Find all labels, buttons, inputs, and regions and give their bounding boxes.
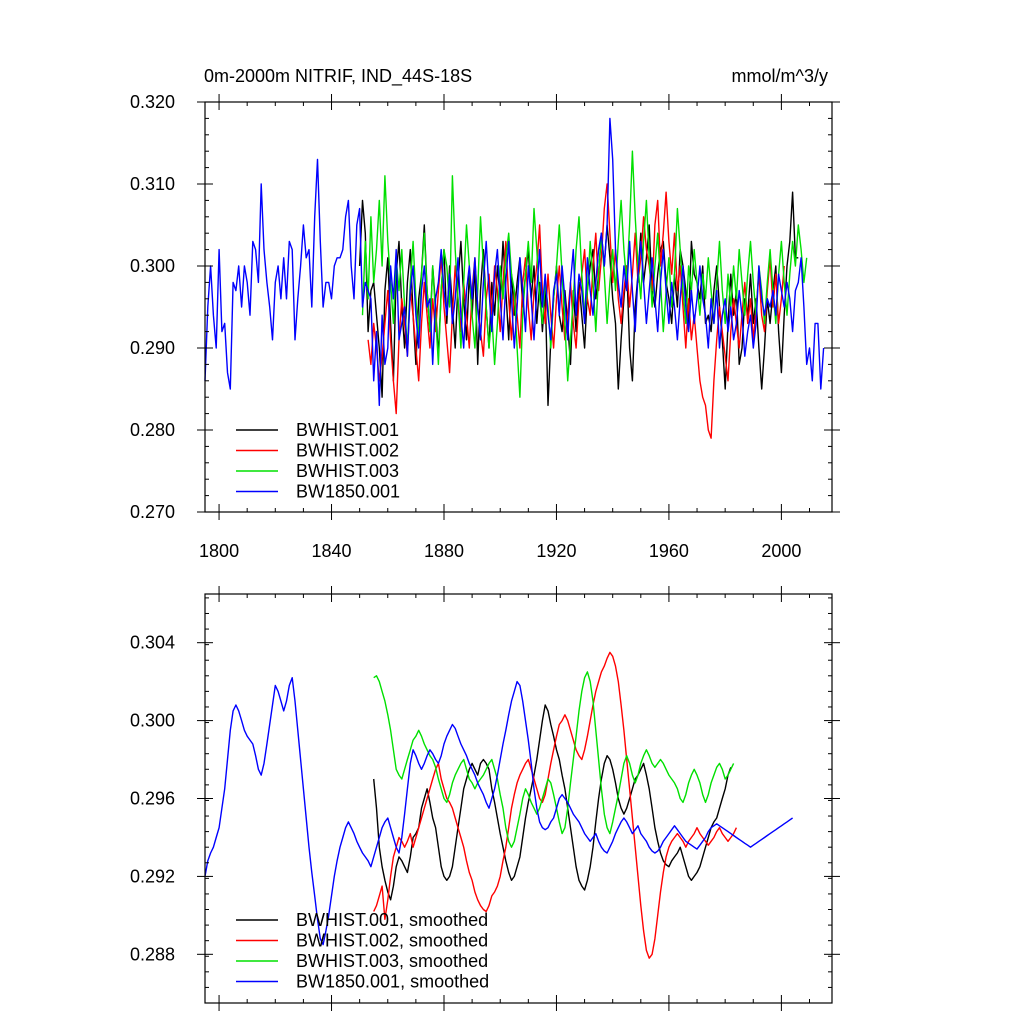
y-tick-label: 0.296 bbox=[130, 789, 175, 809]
y-tick-label: 0.270 bbox=[130, 502, 175, 522]
top-axes: 1800 1840 1880 1920 1960 2000 0.270 0.280 0.290 0… bbox=[130, 92, 840, 561]
x-tick-label: 1880 bbox=[424, 541, 464, 561]
series-line-1 bbox=[373, 704, 732, 901]
legend-label: BW1850.001 bbox=[296, 482, 400, 502]
y-tick-label: 0.290 bbox=[130, 338, 175, 358]
y-tick-label: 0.300 bbox=[130, 256, 175, 276]
y-tick-label: 0.280 bbox=[130, 420, 175, 440]
series-line-4 bbox=[204, 117, 825, 407]
legend-label: BWHIST.002, smoothed bbox=[296, 931, 488, 951]
x-tick-label: 2000 bbox=[761, 541, 801, 561]
series-line-2 bbox=[367, 183, 785, 439]
legend-label: BWHIST.001 bbox=[296, 420, 399, 440]
legend-label: BWHIST.001, smoothed bbox=[296, 910, 488, 930]
y-tick-label: 0.304 bbox=[130, 633, 175, 653]
bottom-panel: 0.288 0.292 0.296 0.300 0.304 BWHIST.001, sm… bbox=[130, 586, 840, 1011]
x-tick-label: 1960 bbox=[649, 541, 689, 561]
series-line-3 bbox=[373, 671, 735, 848]
legend-label: BW1850.001, smoothed bbox=[296, 972, 489, 992]
series-line-4 bbox=[204, 677, 793, 946]
y-tick-label: 0.320 bbox=[130, 92, 175, 112]
x-tick-label: 1840 bbox=[312, 541, 352, 561]
y-tick-label: 0.292 bbox=[130, 866, 175, 886]
bottom-axes: 0.288 0.292 0.296 0.300 0.304 bbox=[130, 586, 840, 1011]
x-tick-label: 1800 bbox=[199, 541, 239, 561]
bottom-series-group bbox=[204, 651, 793, 959]
y-tick-label: 0.310 bbox=[130, 174, 175, 194]
y-tick-label: 0.288 bbox=[130, 944, 175, 964]
top-title: 0m-2000m NITRIF, IND_44S-18S bbox=[204, 66, 472, 87]
series-line-2 bbox=[373, 651, 738, 959]
legend-label: BWHIST.003 bbox=[296, 461, 399, 481]
y-tick-label: 0.300 bbox=[130, 711, 175, 731]
x-tick-label: 1920 bbox=[536, 541, 576, 561]
legend-label: BWHIST.002 bbox=[296, 441, 399, 461]
top-panel: 0m-2000m NITRIF, IND_44S-18S mmol/m^3/y … bbox=[130, 66, 840, 561]
top-series-group bbox=[204, 117, 825, 439]
top-units: mmol/m^3/y bbox=[732, 66, 828, 86]
legend-label: BWHIST.003, smoothed bbox=[296, 951, 488, 971]
plot-frame bbox=[204, 101, 833, 513]
